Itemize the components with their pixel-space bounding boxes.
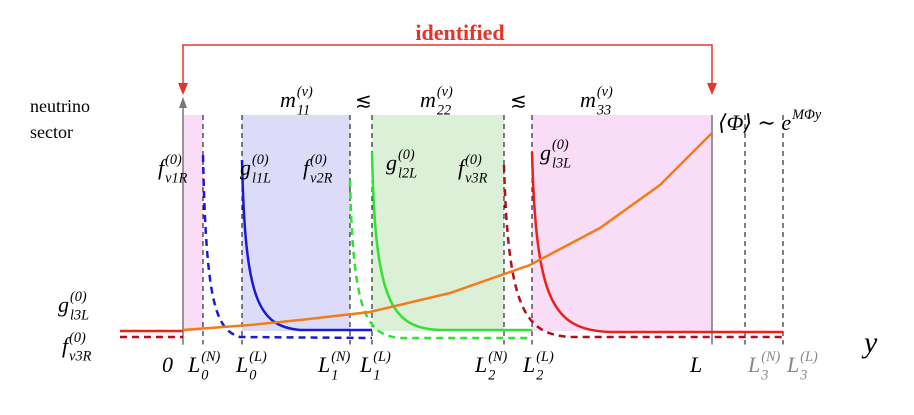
axis-label-sub: 3 — [799, 368, 807, 384]
axis-label-sup: (L) — [800, 349, 818, 365]
title: identified — [415, 20, 504, 45]
mass-label: m — [580, 87, 596, 112]
axis-label-sup: (N) — [488, 349, 507, 365]
mass-label: m — [280, 87, 296, 112]
axis-label-sub: 0 — [201, 368, 208, 384]
mass-label-sub: 33 — [596, 103, 611, 119]
field-label-sup: (0) — [69, 330, 86, 346]
sector-label: sector — [30, 122, 73, 142]
axis-label-sup: (L) — [249, 349, 267, 365]
axis-label: L — [474, 352, 487, 377]
field-label-sub: l3L — [70, 308, 89, 324]
field-label-sub: l1L — [252, 171, 271, 187]
axis-label: 0 — [162, 352, 173, 377]
axis-label: L — [747, 352, 760, 377]
field-label-sup: (0) — [465, 152, 482, 168]
field-label: f — [458, 155, 467, 180]
field-label-sup: (0) — [252, 152, 269, 168]
mass-label: m — [420, 87, 436, 112]
axis-label-sub: 0 — [249, 368, 256, 384]
axis-label-sup: (N) — [201, 349, 220, 365]
mass-label-sup: (ν) — [297, 84, 313, 100]
relation: ≲ — [355, 90, 372, 112]
field-label-sub: l3L — [552, 156, 571, 172]
region-4 — [532, 115, 712, 331]
field-label: g — [540, 140, 551, 165]
field-label: g — [58, 292, 69, 317]
field-label-sub: ν3R — [69, 349, 91, 365]
axis-label-sup: (L) — [373, 349, 391, 365]
field-label-sup: (0) — [165, 152, 182, 168]
bracket — [178, 44, 717, 95]
curves — [120, 132, 783, 340]
axis-label: L — [786, 352, 799, 377]
axis-label-sub: 1 — [373, 368, 380, 384]
mass-label-sub: 11 — [297, 103, 310, 119]
axis-label-sub: 2 — [488, 368, 495, 384]
field-label-sub: ν3R — [465, 171, 487, 187]
axis-label: L — [359, 352, 372, 377]
field-label-sub: ν2R — [310, 171, 332, 187]
field-label-sup: (0) — [310, 152, 327, 168]
axis-label-sup: (L) — [536, 349, 554, 365]
axis-label-sup: (N) — [331, 349, 350, 365]
field-label-sup: (0) — [70, 289, 87, 305]
field-label-sub: l2L — [398, 166, 417, 182]
field-label: f — [303, 155, 312, 180]
axis-label-sub: 1 — [331, 368, 338, 384]
field-label-sup: (0) — [398, 147, 415, 163]
vev-label: ⟨Φ⟩ ∼ e — [718, 110, 791, 135]
mass-label-sup: (ν) — [437, 84, 453, 100]
axis-label: L — [522, 352, 535, 377]
field-label-sup: (0) — [552, 137, 569, 153]
field-label: f — [62, 333, 71, 358]
relation: ≲ — [510, 90, 527, 112]
axis-label: L — [689, 352, 702, 377]
region-1 — [183, 115, 203, 331]
axis-name: y — [861, 326, 878, 359]
field-label: f — [158, 155, 167, 180]
mass-label-sub: 22 — [437, 103, 451, 119]
axis-label-sup: (N) — [761, 349, 780, 365]
axis-label: L — [187, 352, 200, 377]
mass-label-sup: (ν) — [597, 84, 613, 100]
axis-label: L — [317, 352, 330, 377]
region-3 — [372, 115, 504, 331]
field-label-sub: ν1R — [165, 171, 187, 187]
axis-label: L — [235, 352, 248, 377]
axis-label-sub: 2 — [536, 368, 543, 384]
field-label: g — [386, 150, 397, 175]
field-label: g — [240, 155, 251, 180]
axis-label-sub: 3 — [760, 368, 768, 384]
vev-label-sup: MΦy — [791, 107, 822, 123]
region-2 — [242, 115, 350, 331]
sector-label: neutrino — [30, 96, 90, 116]
